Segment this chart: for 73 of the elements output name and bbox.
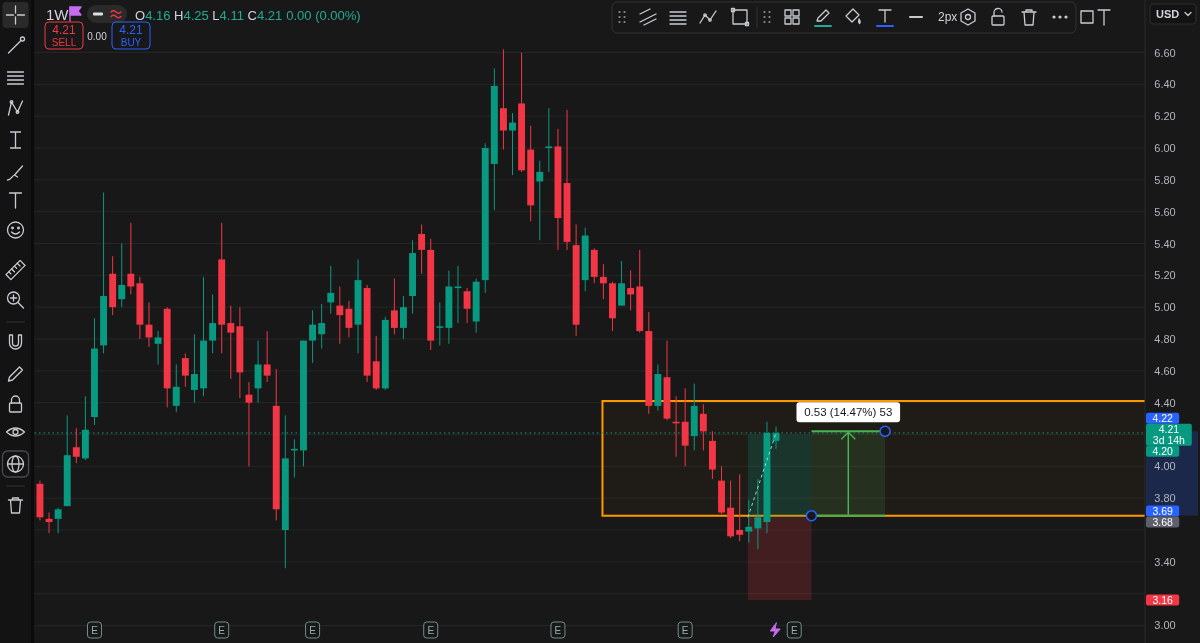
candlestick	[536, 160, 544, 241]
ref-line-label: 4.21 3d 14h	[1152, 423, 1186, 447]
y-tick-label: 5.80	[1154, 173, 1176, 186]
y-tick-label: 4.80	[1154, 333, 1176, 346]
x-tick-label: E	[790, 624, 798, 636]
candlestick	[499, 48, 507, 151]
candlestick	[418, 223, 426, 275]
candlestick	[618, 260, 626, 307]
x-tick-label: E	[218, 624, 226, 636]
candlestick	[54, 507, 62, 534]
candlestick	[454, 265, 462, 324]
candlestick	[263, 330, 271, 383]
candlestick	[190, 333, 198, 404]
candlestick	[118, 243, 126, 308]
candlestick	[754, 478, 762, 550]
candlestick	[736, 473, 744, 542]
candlestick	[172, 363, 180, 413]
x-tick-label: E	[681, 624, 689, 636]
candlestick	[463, 287, 471, 324]
text: O4.16 H4.25 L4.11 C4.21	[135, 7, 283, 23]
text: 3.16	[1152, 594, 1173, 607]
candlestick	[327, 265, 335, 315]
candlestick	[627, 270, 635, 311]
candlestick	[209, 293, 217, 354]
candlestick	[309, 309, 317, 364]
y-tick-label: 6.20	[1154, 110, 1176, 123]
y-tick-label: 4.00	[1154, 460, 1176, 473]
y-tick-label: 4.60	[1154, 364, 1176, 377]
annotation: 0.00 (0.00%)	[286, 7, 361, 23]
y-tick-label: 6.40	[1154, 78, 1176, 91]
candlestick	[72, 427, 80, 464]
x-tick-label: E	[427, 624, 435, 636]
y-tick-label: 5.20	[1154, 269, 1176, 282]
y-tick-label: 3.80	[1154, 492, 1176, 505]
annotation: 4.21 BUY	[119, 23, 143, 48]
candlestick	[745, 499, 753, 544]
candlestick	[545, 107, 553, 173]
y-tick-label: 5.00	[1154, 301, 1176, 314]
candlestick	[436, 301, 444, 346]
x-tick-label: E	[91, 624, 99, 636]
candlestick	[509, 112, 516, 176]
candlestick	[699, 403, 707, 451]
annotation: 2px	[938, 10, 958, 24]
annotation: 0.00	[87, 30, 108, 42]
text: 3.68	[1152, 515, 1173, 528]
candlestick	[254, 340, 262, 404]
candlestick	[390, 278, 398, 335]
candlestick	[154, 330, 162, 365]
y-tick-label: 3.00	[1154, 619, 1176, 632]
band-label: 0.53 (14.47%) 53	[804, 406, 893, 419]
text: 4.22	[1152, 412, 1173, 425]
text: USD	[1156, 8, 1180, 20]
candlestick	[227, 305, 235, 380]
text: 4.20	[1152, 445, 1173, 458]
x-tick-label: E	[309, 624, 317, 636]
y-tick-label: 4.40	[1154, 396, 1176, 409]
y-tick-label: 6.60	[1154, 46, 1176, 59]
candlestick	[345, 300, 353, 338]
annotation: 4.21 SELL	[51, 23, 77, 48]
candlestick	[181, 352, 189, 388]
candlestick	[127, 222, 135, 295]
y-tick-label: 5.60	[1154, 205, 1176, 218]
y-tick-label: 6.00	[1154, 142, 1176, 155]
y-tick-label: 5.40	[1154, 237, 1176, 250]
x-tick-label: E	[554, 624, 562, 636]
candlestick	[400, 295, 407, 340]
candlestick	[318, 303, 326, 350]
candlestick	[336, 285, 344, 345]
text: 3.69	[1152, 504, 1173, 517]
candlestick	[681, 387, 689, 467]
candlestick	[599, 263, 607, 300]
chart-title: 1W	[46, 5, 70, 23]
y-tick-label: 3.40	[1154, 555, 1176, 568]
